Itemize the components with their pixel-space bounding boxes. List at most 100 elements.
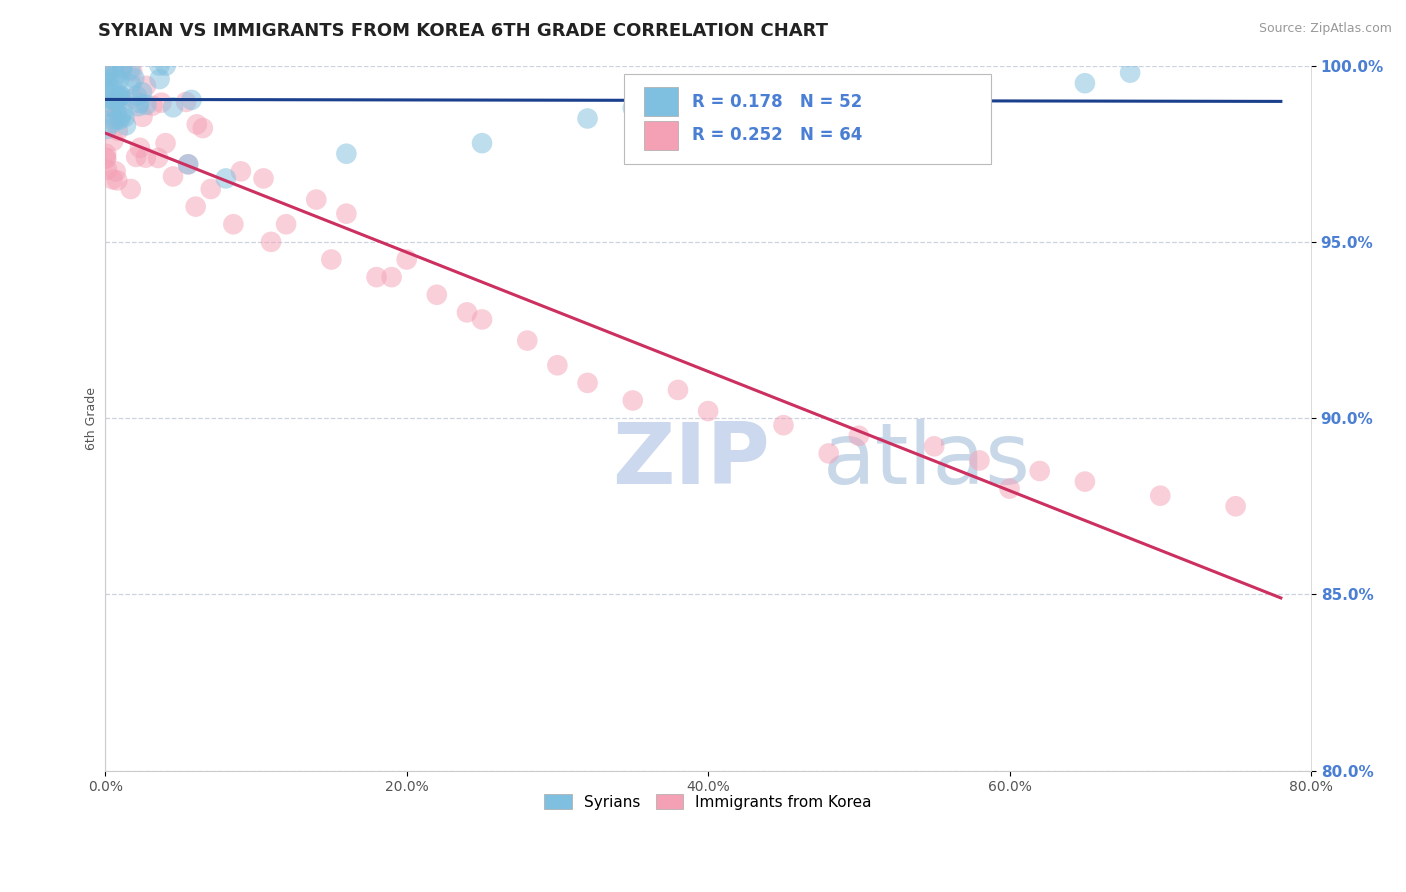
Point bbox=[96, 76, 118, 90]
Point bbox=[274, 217, 297, 231]
Point bbox=[150, 95, 173, 110]
Point bbox=[105, 93, 128, 107]
Text: Source: ZipAtlas.com: Source: ZipAtlas.com bbox=[1258, 22, 1392, 36]
Point bbox=[516, 334, 538, 348]
Point bbox=[128, 95, 150, 110]
Point bbox=[162, 100, 184, 114]
Point bbox=[110, 92, 132, 106]
Point bbox=[120, 182, 142, 196]
Text: R = 0.178   N = 52: R = 0.178 N = 52 bbox=[692, 93, 863, 111]
Point bbox=[96, 122, 118, 136]
Point bbox=[110, 109, 132, 123]
Point bbox=[174, 95, 197, 109]
Point bbox=[177, 157, 200, 171]
Point bbox=[100, 80, 122, 95]
Point bbox=[141, 98, 163, 112]
Bar bbox=[644, 87, 678, 116]
Point bbox=[576, 112, 599, 126]
Point bbox=[621, 101, 644, 115]
Point bbox=[1028, 464, 1050, 478]
Point bbox=[576, 376, 599, 390]
Point bbox=[335, 146, 357, 161]
Point bbox=[110, 89, 132, 103]
Point bbox=[366, 270, 388, 285]
Point bbox=[125, 150, 148, 164]
Point bbox=[426, 287, 449, 301]
Point bbox=[222, 217, 245, 231]
Point bbox=[135, 151, 157, 165]
Point bbox=[111, 62, 134, 77]
Point bbox=[848, 429, 870, 443]
Point bbox=[103, 101, 125, 115]
Point bbox=[112, 105, 135, 120]
Point bbox=[135, 98, 157, 112]
Point bbox=[471, 312, 494, 326]
Point bbox=[922, 439, 945, 453]
Point bbox=[162, 169, 184, 184]
Point bbox=[108, 87, 131, 102]
Point bbox=[100, 85, 122, 99]
Point bbox=[124, 71, 146, 86]
Point bbox=[1119, 65, 1142, 79]
Point bbox=[229, 164, 252, 178]
Point bbox=[115, 118, 138, 132]
Point bbox=[94, 152, 117, 166]
Point bbox=[96, 65, 118, 79]
Y-axis label: 6th Grade: 6th Grade bbox=[86, 386, 98, 450]
Point bbox=[103, 134, 125, 148]
Point bbox=[131, 85, 153, 99]
Point bbox=[101, 172, 124, 186]
Point bbox=[621, 393, 644, 408]
Point bbox=[471, 136, 494, 150]
Point bbox=[114, 111, 136, 125]
Point bbox=[96, 146, 118, 161]
Bar bbox=[644, 120, 678, 150]
Point bbox=[125, 88, 148, 103]
Point bbox=[135, 78, 157, 93]
Point bbox=[107, 89, 129, 103]
Point bbox=[96, 70, 118, 84]
Point bbox=[727, 87, 749, 101]
Text: ZIP: ZIP bbox=[612, 419, 769, 502]
Point bbox=[149, 72, 172, 87]
Point bbox=[108, 112, 131, 127]
Point bbox=[97, 59, 120, 73]
Point bbox=[186, 117, 208, 131]
Point bbox=[127, 99, 149, 113]
Point bbox=[381, 270, 404, 285]
Point bbox=[1225, 500, 1247, 514]
Point bbox=[180, 93, 202, 107]
Point bbox=[94, 151, 117, 165]
Point bbox=[94, 74, 117, 88]
Point bbox=[817, 446, 839, 460]
Point bbox=[697, 404, 720, 418]
Point bbox=[111, 61, 134, 75]
Point bbox=[104, 164, 127, 178]
Text: atlas: atlas bbox=[823, 419, 1031, 502]
Point bbox=[146, 151, 169, 165]
Point bbox=[104, 112, 127, 127]
Point bbox=[131, 110, 153, 124]
Point bbox=[772, 418, 794, 433]
Point bbox=[94, 84, 117, 98]
Point bbox=[998, 482, 1021, 496]
Point bbox=[155, 59, 177, 73]
Point bbox=[321, 252, 343, 267]
Point bbox=[104, 67, 127, 81]
Point bbox=[1074, 475, 1097, 489]
Point bbox=[120, 78, 142, 92]
Point bbox=[546, 358, 568, 372]
Point bbox=[108, 90, 131, 104]
Point bbox=[191, 121, 214, 136]
Point bbox=[104, 94, 127, 108]
Point bbox=[105, 173, 128, 187]
Point bbox=[666, 383, 689, 397]
Point bbox=[148, 59, 170, 73]
Point bbox=[252, 171, 274, 186]
Point bbox=[120, 62, 142, 77]
Point bbox=[395, 252, 418, 267]
Point bbox=[215, 171, 238, 186]
Point bbox=[96, 162, 118, 177]
Point bbox=[100, 100, 122, 114]
Text: SYRIAN VS IMMIGRANTS FROM KOREA 6TH GRADE CORRELATION CHART: SYRIAN VS IMMIGRANTS FROM KOREA 6TH GRAD… bbox=[98, 22, 828, 40]
